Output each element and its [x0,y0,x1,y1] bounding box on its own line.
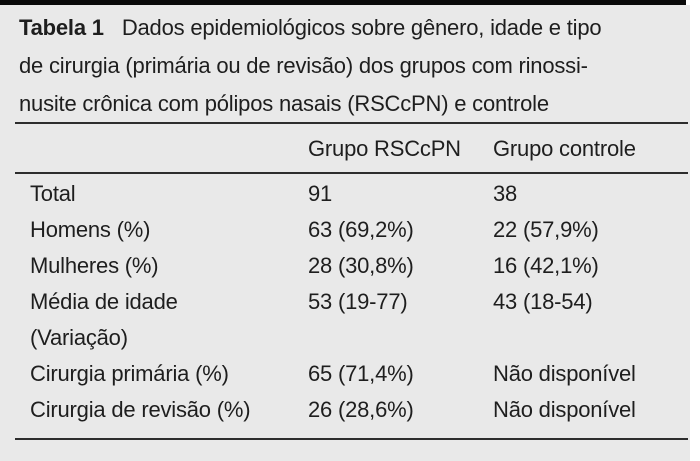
table-row-primary-surgery: Cirurgia primária (%) 65 (71,4%) Não dis… [0,356,690,392]
table-caption-text-line3: nusite crônica com pólipos nasais (RSCcP… [19,91,549,116]
table-row-mean-age: Média de idade (Variação) 53 (19-77) 43 … [0,284,690,356]
cell-rsccpn: 53 (19-77) [308,289,408,314]
table-row-total: Total 91 38 [0,176,690,212]
table-row-men: Homens (%) 63 (69,2%) 22 (57,9%) [0,212,690,248]
table-row-women: Mulheres (%) 28 (30,8%) 16 (42,1%) [0,248,690,284]
column-header-control: Grupo controle [493,136,636,161]
cell-rsccpn: 63 (69,2%) [308,217,414,242]
row-label: Total [30,181,76,206]
cell-control: 22 (57,9%) [493,217,599,242]
column-header-rsccpn: Grupo RSCcPN [308,136,461,161]
row-label: Média de idade (Variação) [30,284,178,356]
table-rule-under-header [15,172,688,174]
cell-control: 43 (18-54) [493,289,593,314]
cell-rsccpn: 65 (71,4%) [308,361,414,386]
table-row-revision-surgery: Cirurgia de revisão (%) 26 (28,6%) Não d… [0,392,690,428]
cell-control: Não disponível [493,361,636,386]
row-label: Cirurgia de revisão (%) [30,397,251,422]
row-label-line2: (Variação) [30,325,128,350]
row-label-line1: Média de idade [30,289,178,314]
table-caption-text-line2: de cirurgia (primária ou de revisão) dos… [19,53,588,78]
row-label: Cirurgia primária (%) [30,361,229,386]
cell-rsccpn: 91 [308,181,333,206]
cell-control: 38 [493,181,518,206]
table-panel [0,5,690,461]
cell-rsccpn: 28 (30,8%) [308,253,414,278]
table-top-black-bar [0,0,686,5]
cell-control: 16 (42,1%) [493,253,599,278]
table-body: Total 91 38 Homens (%) 63 (69,2%) 22 (57… [0,176,690,428]
row-label: Mulheres (%) [30,253,159,278]
cell-control: Não disponível [493,397,636,422]
table-caption: Tabela 1 Dados epidemiológicos sobre gêne… [19,9,679,123]
table-rule-top [15,122,688,124]
table-rule-bottom [15,438,688,440]
row-label: Homens (%) [30,217,151,242]
cell-rsccpn: 26 (28,6%) [308,397,414,422]
table-caption-text-line1: Dados epidemiológicos sobre gênero, idad… [121,15,602,40]
table-caption-number: Tabela 1 [19,15,104,40]
